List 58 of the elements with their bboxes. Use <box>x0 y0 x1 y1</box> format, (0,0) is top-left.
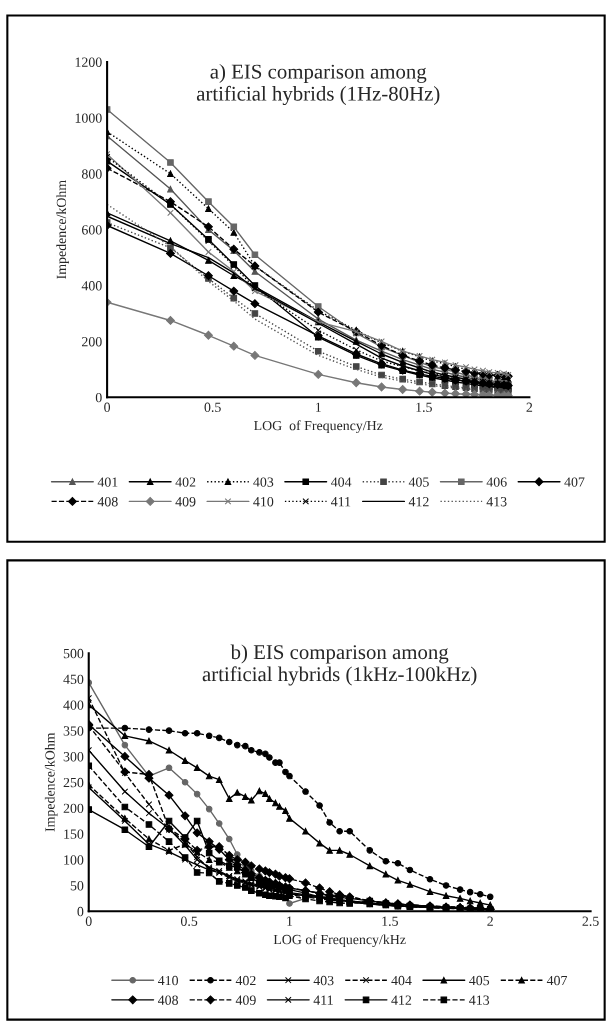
legend-label: 404 <box>331 477 352 487</box>
legend-label: 404 <box>391 975 412 986</box>
chart-title: b) EIS comparison among artificial hybrids (1kHz-100kHz) <box>202 644 477 686</box>
x-axis-title: LOG of Frequency/Hz <box>254 420 383 434</box>
y-axis-title: Impedence/kOhm <box>56 180 69 279</box>
legend-label: 403 <box>253 477 274 487</box>
legend-label: 408 <box>157 995 179 1005</box>
legend-label: 407 <box>546 975 568 986</box>
legend-label: 411 <box>313 995 333 1005</box>
legend-label: 409 <box>235 995 256 1005</box>
y-axis-title: Impedence/kOhm <box>44 732 58 832</box>
legend-label: 407 <box>564 477 585 487</box>
y-tick-label: 200 <box>82 337 102 347</box>
y-tick-label: 0 <box>95 392 102 403</box>
y-tick-label: 250 <box>63 777 84 788</box>
legend-label: 405 <box>469 975 490 986</box>
x-tick-label: 0.5 <box>180 916 198 926</box>
x-tick-label: 1.5 <box>416 402 432 413</box>
legend-label: 412 <box>391 995 412 1005</box>
legend-label: 403 <box>313 975 334 986</box>
y-tick-label: 350 <box>63 726 84 736</box>
y-tick-label: 400 <box>63 700 84 710</box>
x-tick-label: 2 <box>526 402 533 412</box>
legend-label: 409 <box>175 497 196 507</box>
y-tick-label: 1200 <box>75 57 102 67</box>
legend-label: 401 <box>97 477 118 487</box>
x-axis-title: LOG of Frequency/kHz <box>273 934 406 948</box>
y-tick-label: 100 <box>64 855 84 865</box>
legend-label: 410 <box>157 975 179 986</box>
legend-label: 410 <box>253 497 274 507</box>
legend-label: 406 <box>486 477 507 487</box>
y-tick-label: 1000 <box>75 113 102 123</box>
legend-label: 413 <box>469 995 490 1005</box>
x-tick-label: 1.5 <box>382 916 398 926</box>
x-tick-label: 1 <box>315 402 321 412</box>
y-tick-label: 300 <box>63 752 84 762</box>
x-tick-label: 1 <box>287 916 293 926</box>
y-tick-label: 500 <box>63 648 84 659</box>
legend-label: 408 <box>97 497 118 507</box>
legend-label: 402 <box>235 975 256 986</box>
y-tick-label: 450 <box>63 674 84 685</box>
x-tick-label: 2.5 <box>582 916 599 926</box>
y-tick-label: 200 <box>63 803 84 814</box>
y-tick-label: 0 <box>77 906 84 917</box>
legend-label: 411 <box>331 497 351 507</box>
x-tick-label: 0 <box>104 402 111 412</box>
y-tick-label: 50 <box>70 881 84 891</box>
y-tick-label: 400 <box>81 281 102 291</box>
legend-label: 405 <box>408 477 429 487</box>
text: a) EIS comparison among artificial hybrids (1Hz-80Hz) <box>196 63 440 106</box>
legend-label: 402 <box>175 477 196 487</box>
x-tick-label: 0.5 <box>204 402 221 413</box>
legend-label: 413 <box>486 497 507 507</box>
x-tick-label: 2 <box>487 916 493 926</box>
y-tick-label: 150 <box>64 829 84 839</box>
y-tick-label: 600 <box>82 225 102 235</box>
legend-label: 412 <box>408 497 429 507</box>
y-tick-label: 800 <box>81 169 102 179</box>
